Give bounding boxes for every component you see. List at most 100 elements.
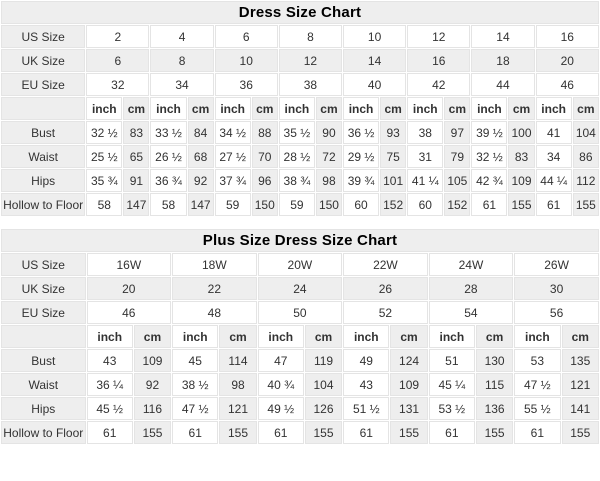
size-value-cell: 8 <box>278 25 342 48</box>
measurement-inch-cell: 29 ½ <box>343 145 380 168</box>
measurement-cm-cell: 91 <box>123 169 150 192</box>
measurement-inch-cell: 32 ½ <box>471 145 508 168</box>
size-value-cell: 26 <box>343 277 428 300</box>
unit-inch-cell: inch <box>214 97 251 120</box>
size-value-cell: 30 <box>514 277 599 300</box>
size-value-cell: 48 <box>172 301 257 324</box>
row-label: EU Size <box>1 73 86 96</box>
unit-inch-cell: inch <box>257 325 304 348</box>
measurement-cm-cell: 126 <box>304 397 343 420</box>
measurement-inch-cell: 45 <box>172 349 219 372</box>
unit-cm-cell: cm <box>561 325 599 348</box>
measurement-cm-cell: 152 <box>444 193 471 216</box>
measurement-cm-cell: 109 <box>508 169 535 192</box>
row-label: Bust <box>1 121 86 144</box>
unit-cm-cell: cm <box>219 325 257 348</box>
measurement-cm-cell: 97 <box>444 121 471 144</box>
measurement-cm-cell: 135 <box>561 349 599 372</box>
measurement-cm-cell: 104 <box>572 121 599 144</box>
measurement-inch-cell: 44 ¼ <box>535 169 572 192</box>
measurement-inch-cell: 36 ½ <box>343 121 380 144</box>
measurement-inch-cell: 39 ¾ <box>343 169 380 192</box>
unit-inch-cell: inch <box>172 325 219 348</box>
measurement-inch-cell: 60 <box>407 193 444 216</box>
unit-cm-cell: cm <box>572 97 599 120</box>
measurement-cm-cell: 98 <box>219 373 257 396</box>
measurement-inch-cell: 38 ¾ <box>278 169 315 192</box>
measurement-cm-cell: 155 <box>561 421 599 444</box>
measurement-cm-cell: 109 <box>133 349 172 372</box>
measurement-inch-cell: 51 <box>428 349 475 372</box>
measurement-inch-cell: 43 <box>86 349 133 372</box>
size-value-cell: 2 <box>86 25 150 48</box>
row-label: Hollow to Floor <box>1 193 86 216</box>
row-label: UK Size <box>1 49 86 72</box>
size-value-cell: 56 <box>514 301 599 324</box>
measurement-inch-cell: 42 ¾ <box>471 169 508 192</box>
measurement-inch-cell: 61 <box>257 421 304 444</box>
measurement-cm-cell: 152 <box>380 193 407 216</box>
unit-inch-cell: inch <box>278 97 315 120</box>
measurement-cm-cell: 150 <box>315 193 342 216</box>
measurement-cm-cell: 116 <box>133 397 172 420</box>
measurement-cm-cell: 92 <box>133 373 172 396</box>
size-value-cell: 6 <box>214 25 278 48</box>
measurement-inch-cell: 59 <box>214 193 251 216</box>
measurement-inch-cell: 47 ½ <box>514 373 561 396</box>
measurement-cm-cell: 147 <box>187 193 214 216</box>
unit-cm-cell: cm <box>475 325 514 348</box>
measurement-inch-cell: 38 ½ <box>172 373 219 396</box>
measurement-cm-cell: 84 <box>187 121 214 144</box>
measurement-cm-cell: 141 <box>561 397 599 420</box>
size-value-cell: 36 <box>214 73 278 96</box>
unit-inch-cell: inch <box>86 325 133 348</box>
size-value-cell: 6 <box>86 49 150 72</box>
measurement-inch-cell: 61 <box>471 193 508 216</box>
dress-size-chart-table: Dress Size Chart US Size 2 4 6 8 10 12 14 16 UK Si… <box>0 0 600 217</box>
unit-cm-cell: cm <box>315 97 342 120</box>
measurement-cm-cell: 136 <box>475 397 514 420</box>
measurement-cm-cell: 155 <box>572 193 599 216</box>
measurement-inch-cell: 35 ¾ <box>86 169 123 192</box>
measurement-cm-cell: 155 <box>508 193 535 216</box>
unit-inch-cell: inch <box>343 97 380 120</box>
measurement-inch-cell: 25 ½ <box>86 145 123 168</box>
unit-row-label-empty <box>1 325 86 348</box>
measurement-cm-cell: 115 <box>475 373 514 396</box>
measurement-cm-cell: 92 <box>187 169 214 192</box>
measurement-cm-cell: 93 <box>380 121 407 144</box>
size-value-cell: 52 <box>343 301 428 324</box>
size-value-cell: 54 <box>428 301 514 324</box>
size-value-cell: 26W <box>514 253 599 276</box>
size-value-cell: 20 <box>535 49 599 72</box>
measurement-cm-cell: 72 <box>315 145 342 168</box>
measurement-cm-cell: 96 <box>251 169 278 192</box>
size-value-cell: 38 <box>278 73 342 96</box>
measurement-cm-cell: 119 <box>304 349 343 372</box>
unit-cm-cell: cm <box>444 97 471 120</box>
unit-inch-cell: inch <box>535 97 572 120</box>
size-value-cell: 12 <box>407 25 471 48</box>
measurement-cm-cell: 147 <box>123 193 150 216</box>
size-value-cell: 16 <box>535 25 599 48</box>
size-value-cell: 50 <box>257 301 343 324</box>
unit-inch-cell: inch <box>407 97 444 120</box>
measurement-inch-cell: 61 <box>86 421 133 444</box>
size-value-cell: 10 <box>343 25 407 48</box>
measurement-inch-cell: 58 <box>86 193 123 216</box>
size-value-cell: 10 <box>214 49 278 72</box>
measurement-inch-cell: 31 <box>407 145 444 168</box>
measurement-cm-cell: 131 <box>390 397 428 420</box>
measurement-inch-cell: 37 ¾ <box>214 169 251 192</box>
size-value-cell: 46 <box>86 301 172 324</box>
measurement-inch-cell: 58 <box>150 193 187 216</box>
unit-cm-cell: cm <box>133 325 172 348</box>
unit-inch-cell: inch <box>471 97 508 120</box>
measurement-cm-cell: 150 <box>251 193 278 216</box>
measurement-inch-cell: 28 ½ <box>278 145 315 168</box>
plus-size-dress-size-chart-table: Plus Size Dress Size Chart US Size 16W 18W 2… <box>0 228 600 445</box>
size-value-cell: 40 <box>343 73 407 96</box>
measurement-cm-cell: 98 <box>315 169 342 192</box>
measurement-cm-cell: 68 <box>187 145 214 168</box>
measurement-cm-cell: 121 <box>219 397 257 420</box>
